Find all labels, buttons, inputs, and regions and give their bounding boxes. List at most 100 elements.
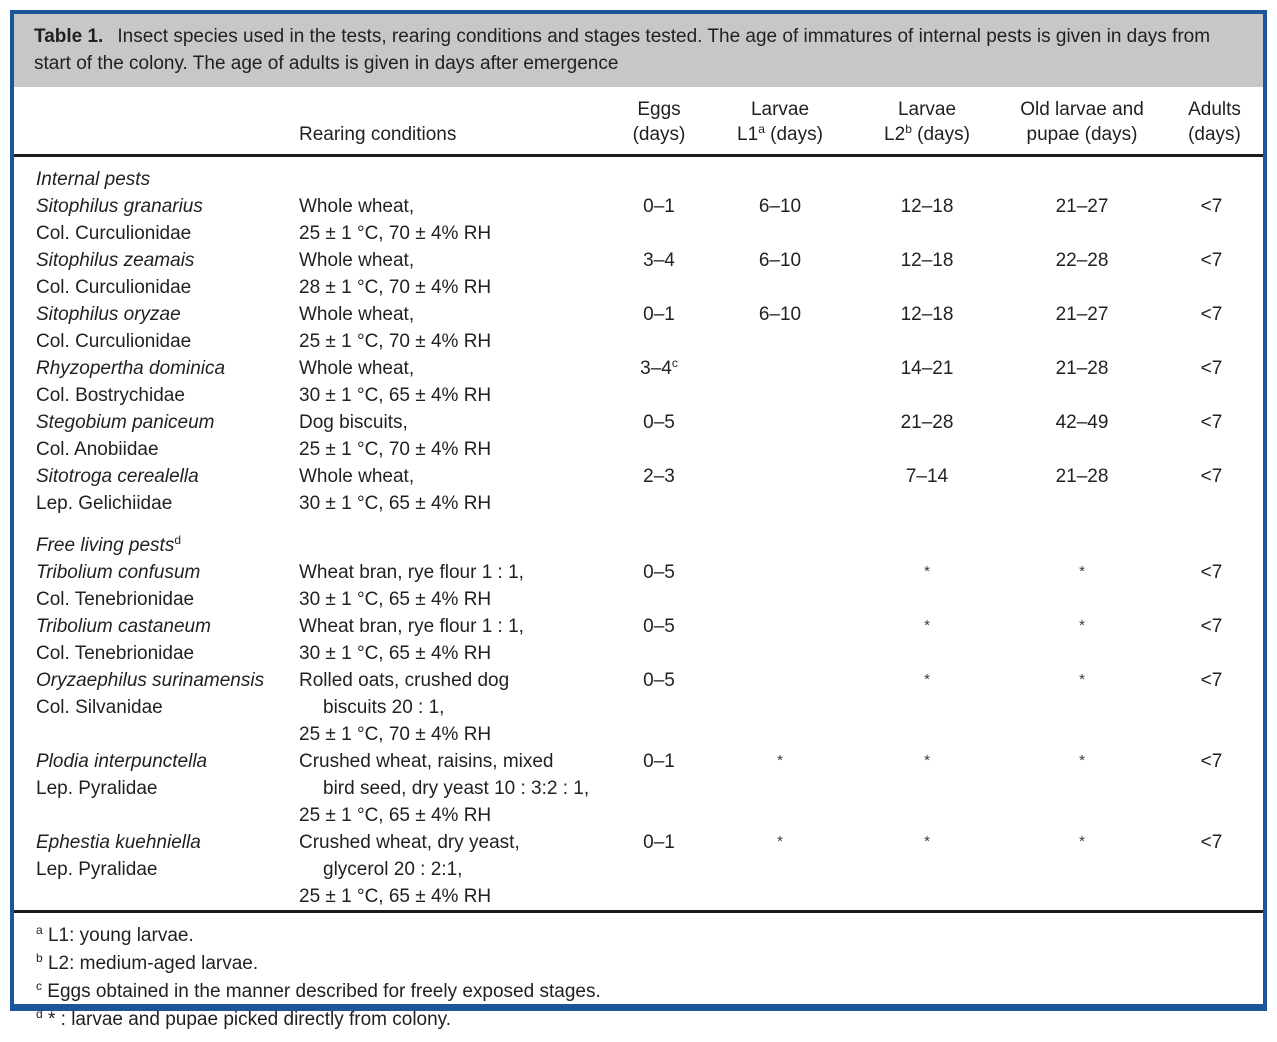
larvae-l1-cell-value: 6–10: [758, 196, 802, 217]
species-row: Sitophilus zeamais Col. Curculionidae Whol…: [14, 247, 1263, 301]
species-family: Lep. Pyralidae: [36, 859, 158, 880]
larvae-l2-cell: *: [856, 829, 998, 910]
larvae-l1-cell-value: 6–10: [758, 304, 802, 325]
section-name: Internal pests: [36, 169, 151, 190]
species-family: Col. Silvanidae: [36, 697, 163, 718]
table-header: Rearing conditions Eggs (days) Larvae L1…: [14, 87, 1263, 157]
table-caption-text: Insect species used in the tests, rearin…: [34, 26, 1211, 74]
larvae-l2-cell: 12–18: [856, 301, 998, 355]
larvae-l1-cell-value: 6–10: [758, 250, 802, 271]
species-cell: Stegobium paniceum Col. Anobiidae: [14, 409, 299, 463]
species-name: Tribolium castaneum: [36, 616, 211, 637]
adults-cell-value: <7: [1200, 412, 1223, 433]
species-row: Ephestia kuehniella Lep. Pyralidae Crushed…: [14, 829, 1263, 910]
species-row: Rhyzopertha dominica Col. Bostrychidae Who…: [14, 355, 1263, 409]
eggs-cell: 0–1: [614, 301, 704, 355]
species-cell: Tribolium confusum Col. Tenebrionidae: [14, 559, 299, 613]
species-family: Col. Bostrychidae: [36, 385, 185, 406]
larvae-l2-cell-value: 14–21: [900, 358, 954, 379]
old-larvae-pupae-cell: *: [998, 613, 1166, 667]
footnotes: a L1: young larvae. b L2: medium-aged la…: [14, 910, 1263, 1042]
rearing-conditions-cell: Rolled oats, crushed dog biscuits 20 : 1,…: [299, 667, 614, 748]
eggs-cell: 3–4: [614, 247, 704, 301]
rearing-line: Whole wheat,: [299, 250, 415, 271]
eggs-cell: 3–4c: [614, 355, 704, 409]
adults-cell: <7: [1166, 409, 1263, 463]
header-larvae-l1: Larvae L1a (days): [704, 87, 856, 157]
species-cell: Sitophilus oryzae Col. Curculionidae: [14, 301, 299, 355]
species-cell: Rhyzopertha dominica Col. Bostrychidae: [14, 355, 299, 409]
old-larvae-pupae-cell-value: 21–27: [1055, 196, 1109, 217]
species-cell: Sitotroga cerealella Lep. Gelichiidae: [14, 463, 299, 517]
adults-cell: <7: [1166, 193, 1263, 247]
rearing-line: 30 ± 1 °C, 65 ± 4% RH: [299, 385, 492, 406]
adults-cell-value: <7: [1200, 670, 1223, 691]
larvae-l2-cell: *: [856, 613, 998, 667]
species-family: Col. Tenebrionidae: [36, 589, 195, 610]
larvae-l2-cell-value: 7–14: [905, 466, 949, 487]
species-cell: Sitophilus granarius Col. Curculionidae: [14, 193, 299, 247]
old-larvae-pupae-cell-value: 21–28: [1055, 466, 1109, 487]
rearing-line: Crushed wheat, raisins, mixed: [299, 751, 554, 772]
species-name: Sitophilus oryzae: [36, 304, 181, 325]
adults-cell: <7: [1166, 355, 1263, 409]
eggs-cell-value: 3–4: [643, 250, 675, 271]
adults-cell: <7: [1166, 301, 1263, 355]
old-larvae-pupae-cell-value: 42–49: [1055, 412, 1109, 433]
adults-cell-value: <7: [1200, 562, 1223, 583]
rearing-line: 25 ± 1 °C, 70 ± 4% RH: [299, 724, 492, 745]
species-row: Tribolium castaneum Col. Tenebrionidae Whe…: [14, 613, 1263, 667]
eggs-cell-value: 0–1: [643, 751, 675, 772]
asterisk-marker: *: [924, 617, 930, 634]
old-larvae-pupae-cell: 21–27: [998, 301, 1166, 355]
species-family: Col. Curculionidae: [36, 223, 192, 244]
old-larvae-pupae-cell: 22–28: [998, 247, 1166, 301]
species-family: Col. Anobiidae: [36, 439, 159, 460]
rearing-line: Crushed wheat, dry yeast,: [299, 832, 520, 853]
species-row: Tribolium confusum Col. Tenebrionidae Whea…: [14, 559, 1263, 613]
adults-cell: <7: [1166, 667, 1263, 748]
asterisk-marker: *: [1079, 833, 1085, 850]
header-old-larvae-pupae: Old larvae and pupae (days): [998, 87, 1166, 157]
species-name: Sitophilus granarius: [36, 196, 203, 217]
header-eggs: Eggs (days): [614, 87, 704, 157]
species-cell: Ephestia kuehniella Lep. Pyralidae: [14, 829, 299, 910]
species-cell: Oryzaephilus surinamensis Col. Silvanidae: [14, 667, 299, 748]
eggs-cell: 0–1: [614, 829, 704, 910]
rearing-line: glycerol 20 : 2:1,: [323, 859, 463, 880]
footnote-marker-c: c: [671, 356, 678, 370]
footnote-c: c Eggs obtained in the manner described …: [36, 979, 601, 1002]
asterisk-marker: *: [777, 833, 783, 850]
species-name: Sitotroga cerealella: [36, 466, 199, 487]
asterisk-marker: *: [924, 671, 930, 688]
adults-cell-value: <7: [1200, 358, 1223, 379]
old-larvae-pupae-cell-value: 21–28: [1055, 358, 1109, 379]
rearing-conditions-cell: Wheat bran, rye flour 1 : 1, 30 ± 1 °C, 6…: [299, 613, 614, 667]
larvae-l1-cell: [704, 667, 856, 748]
larvae-l2-cell: 7–14: [856, 463, 998, 517]
old-larvae-pupae-cell: 42–49: [998, 409, 1166, 463]
section-label: Free living pestsd: [14, 517, 1263, 559]
adults-cell-value: <7: [1200, 196, 1223, 217]
rearing-conditions-cell: Whole wheat, 30 ± 1 °C, 65 ± 4% RH: [299, 355, 614, 409]
rearing-line: 30 ± 1 °C, 65 ± 4% RH: [299, 643, 492, 664]
larvae-l2-cell-value: 21–28: [900, 412, 954, 433]
rearing-conditions-cell: Whole wheat, 25 ± 1 °C, 70 ± 4% RH: [299, 301, 614, 355]
rearing-conditions-cell: Whole wheat, 25 ± 1 °C, 70 ± 4% RH: [299, 193, 614, 247]
old-larvae-pupae-cell: 21–27: [998, 193, 1166, 247]
larvae-l1-cell: 6–10: [704, 247, 856, 301]
asterisk-marker: *: [924, 833, 930, 850]
section-row: Free living pestsd: [14, 517, 1263, 559]
rearing-line: 30 ± 1 °C, 65 ± 4% RH: [299, 589, 492, 610]
adults-cell-value: <7: [1200, 250, 1223, 271]
eggs-cell-value: 0–1: [643, 196, 675, 217]
footnote-d: d * : larvae and pupae picked directly f…: [36, 1007, 452, 1030]
asterisk-marker: *: [924, 563, 930, 580]
eggs-cell: 0–1: [614, 193, 704, 247]
old-larvae-pupae-cell-value: 22–28: [1055, 250, 1109, 271]
header-rearing-conditions: Rearing conditions: [299, 87, 614, 157]
larvae-l2-cell-value: 12–18: [900, 250, 954, 271]
section-label: Internal pests: [14, 156, 1263, 194]
footnote-marker-d: d: [174, 533, 182, 547]
rearing-conditions-cell: Dog biscuits, 25 ± 1 °C, 70 ± 4% RH: [299, 409, 614, 463]
